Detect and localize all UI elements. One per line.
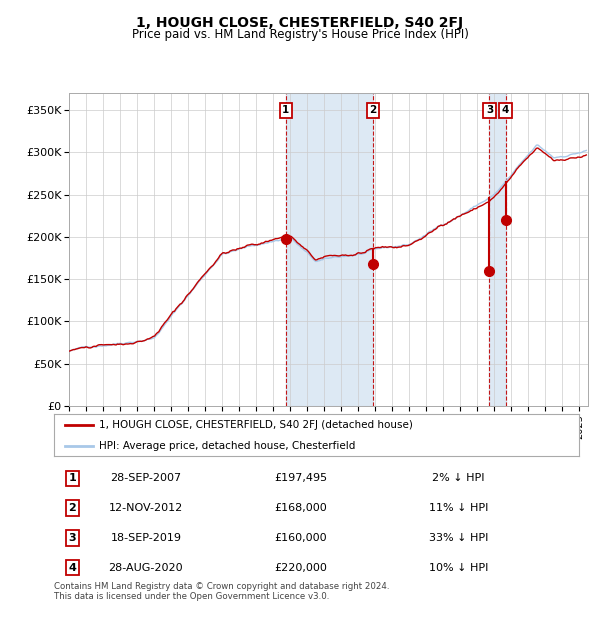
Text: 18-SEP-2019: 18-SEP-2019 xyxy=(110,533,181,543)
Text: Contains HM Land Registry data © Crown copyright and database right 2024.
This d: Contains HM Land Registry data © Crown c… xyxy=(54,582,389,601)
Text: £220,000: £220,000 xyxy=(274,563,327,573)
Text: 33% ↓ HPI: 33% ↓ HPI xyxy=(428,533,488,543)
Text: 1, HOUGH CLOSE, CHESTERFIELD, S40 2FJ (detached house): 1, HOUGH CLOSE, CHESTERFIELD, S40 2FJ (d… xyxy=(98,420,413,430)
Text: 4: 4 xyxy=(68,563,76,573)
Text: Price paid vs. HM Land Registry's House Price Index (HPI): Price paid vs. HM Land Registry's House … xyxy=(131,28,469,41)
Text: 3: 3 xyxy=(486,105,493,115)
Text: 2% ↓ HPI: 2% ↓ HPI xyxy=(432,474,485,484)
Text: 2: 2 xyxy=(370,105,377,115)
Text: 1: 1 xyxy=(282,105,289,115)
Text: 12-NOV-2012: 12-NOV-2012 xyxy=(109,503,183,513)
Bar xyxy=(490,93,506,406)
Text: 3: 3 xyxy=(68,533,76,543)
Text: 4: 4 xyxy=(502,105,509,115)
Text: 28-AUG-2020: 28-AUG-2020 xyxy=(109,563,183,573)
Text: 1: 1 xyxy=(68,474,76,484)
Text: 28-SEP-2007: 28-SEP-2007 xyxy=(110,474,181,484)
Text: 2: 2 xyxy=(68,503,76,513)
Text: £197,495: £197,495 xyxy=(274,474,328,484)
Text: 1, HOUGH CLOSE, CHESTERFIELD, S40 2FJ: 1, HOUGH CLOSE, CHESTERFIELD, S40 2FJ xyxy=(136,16,464,30)
Text: 11% ↓ HPI: 11% ↓ HPI xyxy=(428,503,488,513)
Text: £168,000: £168,000 xyxy=(274,503,327,513)
Text: HPI: Average price, detached house, Chesterfield: HPI: Average price, detached house, Ches… xyxy=(98,441,355,451)
Text: 10% ↓ HPI: 10% ↓ HPI xyxy=(428,563,488,573)
Text: £160,000: £160,000 xyxy=(274,533,327,543)
Bar xyxy=(286,93,373,406)
